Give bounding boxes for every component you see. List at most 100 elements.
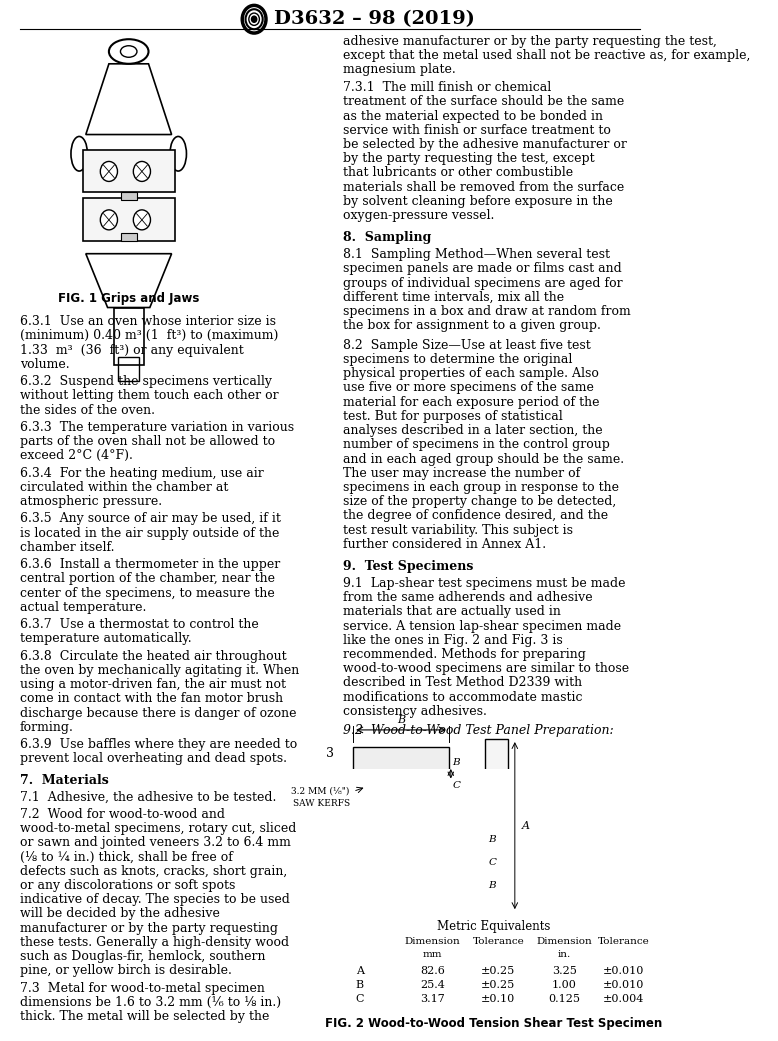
Circle shape bbox=[133, 210, 150, 230]
Text: Tolerance: Tolerance bbox=[472, 937, 524, 945]
Text: 7.2  Wood for wood-to-wood and: 7.2 Wood for wood-to-wood and bbox=[19, 808, 225, 820]
Text: (⅛ to ¼ in.) thick, shall be free of: (⅛ to ¼ in.) thick, shall be free of bbox=[19, 850, 233, 863]
Text: ±0.010: ±0.010 bbox=[603, 980, 644, 990]
Text: B: B bbox=[489, 881, 496, 890]
Text: material for each exposure period of the: material for each exposure period of the bbox=[343, 396, 600, 409]
Text: prevent local overheating and dead spots.: prevent local overheating and dead spots… bbox=[19, 753, 287, 765]
Text: forming.: forming. bbox=[19, 720, 74, 734]
Text: D3632 – 98 (2019): D3632 – 98 (2019) bbox=[274, 10, 475, 28]
Text: B: B bbox=[356, 980, 364, 990]
Text: 3: 3 bbox=[326, 746, 334, 760]
Text: oxygen-pressure vessel.: oxygen-pressure vessel. bbox=[343, 209, 495, 222]
Bar bbox=[353, 746, 449, 816]
Text: Dimension: Dimension bbox=[537, 937, 592, 945]
Text: the oven by mechanically agitating it. When: the oven by mechanically agitating it. W… bbox=[19, 664, 299, 677]
Text: that lubricants or other combustible: that lubricants or other combustible bbox=[343, 167, 573, 179]
Text: FIG. 2 Wood-to-Wood Tension Shear Test Specimen: FIG. 2 Wood-to-Wood Tension Shear Test S… bbox=[324, 1017, 662, 1031]
Text: test. But for purposes of statistical: test. But for purposes of statistical bbox=[343, 410, 563, 423]
Text: specimen panels are made or films cast and: specimen panels are made or films cast a… bbox=[343, 262, 622, 275]
Text: modifications to accommodate mastic: modifications to accommodate mastic bbox=[343, 690, 583, 704]
Text: C: C bbox=[489, 858, 496, 867]
Text: specimens to determine the original: specimens to determine the original bbox=[343, 353, 573, 366]
Circle shape bbox=[100, 161, 117, 181]
Text: 6.3.5  Any source of air may be used, if it: 6.3.5 Any source of air may be used, if … bbox=[19, 512, 281, 526]
Text: be selected by the adhesive manufacturer or: be selected by the adhesive manufacturer… bbox=[343, 138, 627, 151]
Text: mm: mm bbox=[422, 949, 442, 959]
Text: use five or more specimens of the same: use five or more specimens of the same bbox=[343, 381, 594, 395]
Text: 0.125: 0.125 bbox=[548, 994, 580, 1004]
Bar bbox=[82, 150, 175, 193]
Circle shape bbox=[251, 17, 257, 22]
Bar bbox=[114, 307, 144, 365]
Text: except that the metal used shall not be reactive as, for example,: except that the metal used shall not be … bbox=[343, 49, 751, 61]
Text: number of specimens in the control group: number of specimens in the control group bbox=[343, 438, 610, 452]
Text: 6.3.6  Install a thermometer in the upper: 6.3.6 Install a thermometer in the upper bbox=[19, 558, 280, 572]
Text: manufacturer or by the party requesting: manufacturer or by the party requesting bbox=[19, 921, 278, 935]
Text: dimensions be 1.6 to 3.2 mm (⅟₆ to ⅛ in.): dimensions be 1.6 to 3.2 mm (⅟₆ to ⅛ in.… bbox=[19, 996, 281, 1009]
Text: discharge because there is danger of ozone: discharge because there is danger of ozo… bbox=[19, 707, 296, 719]
Text: C: C bbox=[452, 781, 460, 790]
Text: consistency adhesives.: consistency adhesives. bbox=[343, 705, 487, 718]
Bar bbox=[82, 199, 175, 240]
Text: 1.33  m³  (36  ft³) or any equivalent: 1.33 m³ (36 ft³) or any equivalent bbox=[19, 344, 244, 357]
Text: Metric Equivalents: Metric Equivalents bbox=[436, 920, 550, 933]
Text: B: B bbox=[489, 835, 496, 843]
Text: chamber itself.: chamber itself. bbox=[19, 541, 114, 554]
Text: parts of the oven shall not be allowed to: parts of the oven shall not be allowed t… bbox=[19, 435, 275, 448]
Text: service. A tension lap-shear specimen made: service. A tension lap-shear specimen ma… bbox=[343, 619, 622, 633]
Text: atmospheric pressure.: atmospheric pressure. bbox=[19, 496, 162, 508]
Text: 6.3.3  The temperature variation in various: 6.3.3 The temperature variation in vario… bbox=[19, 421, 294, 434]
Text: 8.2  Sample Size—Use at least five test: 8.2 Sample Size—Use at least five test bbox=[343, 338, 591, 352]
Text: wood-to-metal specimens, rotary cut, sliced: wood-to-metal specimens, rotary cut, sli… bbox=[19, 822, 296, 835]
Text: C: C bbox=[356, 994, 364, 1004]
Text: 25.4: 25.4 bbox=[420, 980, 445, 990]
Text: thick. The metal will be selected by the: thick. The metal will be selected by the bbox=[19, 1010, 269, 1023]
Text: the box for assignment to a given group.: the box for assignment to a given group. bbox=[343, 320, 601, 332]
Text: 8.  Sampling: 8. Sampling bbox=[343, 231, 432, 244]
Text: defects such as knots, cracks, short grain,: defects such as knots, cracks, short gra… bbox=[19, 865, 287, 878]
Text: 9.1  Lap-shear test specimens must be made: 9.1 Lap-shear test specimens must be mad… bbox=[343, 577, 626, 590]
Text: ±0.004: ±0.004 bbox=[603, 994, 644, 1004]
Text: 7.1  Adhesive, the adhesive to be tested.: 7.1 Adhesive, the adhesive to be tested. bbox=[19, 790, 276, 804]
Text: from the same adherends and adhesive: from the same adherends and adhesive bbox=[343, 591, 593, 604]
Text: magnesium plate.: magnesium plate. bbox=[343, 64, 456, 76]
Text: SAW KERFS: SAW KERFS bbox=[293, 799, 350, 808]
Text: temperature automatically.: temperature automatically. bbox=[19, 632, 191, 645]
Text: materials that are actually used in: materials that are actually used in bbox=[343, 605, 561, 618]
Circle shape bbox=[100, 210, 117, 230]
Text: by solvent cleaning before exposure in the: by solvent cleaning before exposure in t… bbox=[343, 195, 613, 208]
Text: specimens in a box and draw at random from: specimens in a box and draw at random fr… bbox=[343, 305, 631, 318]
Text: such as Douglas-fir, hemlock, southern: such as Douglas-fir, hemlock, southern bbox=[19, 950, 265, 963]
Text: further considered in Annex A1.: further considered in Annex A1. bbox=[343, 538, 546, 551]
Text: come in contact with the fan motor brush: come in contact with the fan motor brush bbox=[19, 692, 283, 706]
Text: A: A bbox=[521, 820, 530, 831]
Text: as the material expected to be bonded in: as the material expected to be bonded in bbox=[343, 109, 603, 123]
Text: groups of individual specimens are aged for: groups of individual specimens are aged … bbox=[343, 277, 623, 289]
Text: is located in the air supply outside of the: is located in the air supply outside of … bbox=[19, 527, 279, 539]
Text: center of the specimens, to measure the: center of the specimens, to measure the bbox=[19, 586, 275, 600]
Text: 3.17: 3.17 bbox=[420, 994, 445, 1004]
Bar bbox=[390, 823, 485, 900]
Text: ±0.25: ±0.25 bbox=[482, 966, 516, 975]
Text: different time intervals, mix all the: different time intervals, mix all the bbox=[343, 290, 564, 304]
Text: 8.1  Sampling Method—When several test: 8.1 Sampling Method—When several test bbox=[343, 248, 610, 261]
Text: will be decided by the adhesive: will be decided by the adhesive bbox=[19, 908, 219, 920]
Text: specimens in each group in response to the: specimens in each group in response to t… bbox=[343, 481, 619, 494]
Text: 6.3.2  Suspend the specimens vertically: 6.3.2 Suspend the specimens vertically bbox=[19, 375, 272, 388]
Text: described in Test Method D2339 with: described in Test Method D2339 with bbox=[343, 677, 583, 689]
Text: or sawn and jointed veneers 3.2 to 6.4 mm: or sawn and jointed veneers 3.2 to 6.4 m… bbox=[19, 836, 291, 849]
Circle shape bbox=[133, 161, 150, 181]
Text: Dimension: Dimension bbox=[405, 937, 461, 945]
Text: 6.3.9  Use baffles where they are needed to: 6.3.9 Use baffles where they are needed … bbox=[19, 738, 297, 751]
Text: recommended. Methods for preparing: recommended. Methods for preparing bbox=[343, 648, 586, 661]
Text: the degree of confidence desired, and the: the degree of confidence desired, and th… bbox=[343, 509, 608, 523]
Text: ±0.010: ±0.010 bbox=[603, 966, 644, 975]
Text: service with finish or surface treatment to: service with finish or surface treatment… bbox=[343, 124, 611, 136]
Text: these tests. Generally a high-density wood: these tests. Generally a high-density wo… bbox=[19, 936, 289, 948]
Text: and in each aged group should be the same.: and in each aged group should be the sam… bbox=[343, 453, 625, 465]
Text: ±0.25: ±0.25 bbox=[482, 980, 516, 990]
Text: ±0.10: ±0.10 bbox=[482, 994, 516, 1004]
Text: FIG. 1 Grips and Jaws: FIG. 1 Grips and Jaws bbox=[58, 293, 199, 305]
Text: 1.00: 1.00 bbox=[552, 980, 576, 990]
Text: The user may increase the number of: The user may increase the number of bbox=[343, 466, 580, 480]
